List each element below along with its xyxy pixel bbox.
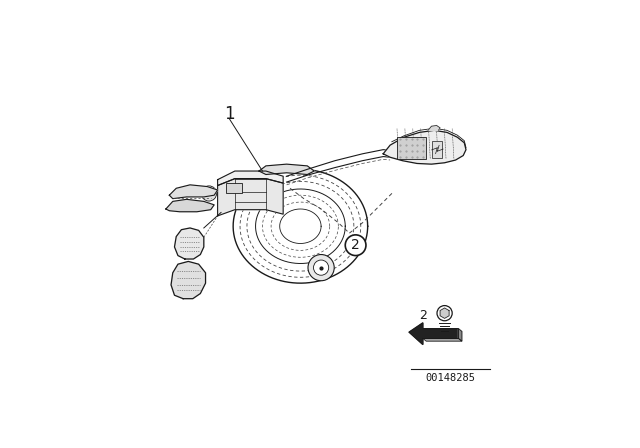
Polygon shape (170, 185, 218, 198)
Text: 2: 2 (419, 310, 427, 323)
Polygon shape (409, 323, 458, 345)
Polygon shape (458, 329, 462, 341)
Polygon shape (423, 338, 462, 341)
Text: 2: 2 (351, 238, 360, 252)
Polygon shape (383, 130, 466, 164)
Text: 00148285: 00148285 (426, 373, 476, 383)
Polygon shape (175, 228, 204, 259)
Circle shape (308, 254, 334, 281)
Bar (432, 141, 442, 158)
Polygon shape (166, 199, 214, 212)
Circle shape (437, 306, 452, 321)
Polygon shape (428, 125, 440, 130)
Bar (226, 183, 242, 194)
Circle shape (345, 235, 366, 255)
Polygon shape (218, 171, 283, 185)
Bar (397, 137, 426, 159)
Circle shape (314, 260, 329, 275)
Polygon shape (440, 308, 449, 319)
Polygon shape (259, 164, 314, 174)
Text: 1: 1 (225, 105, 235, 123)
Circle shape (202, 186, 216, 201)
Polygon shape (171, 262, 205, 299)
Polygon shape (218, 179, 283, 216)
